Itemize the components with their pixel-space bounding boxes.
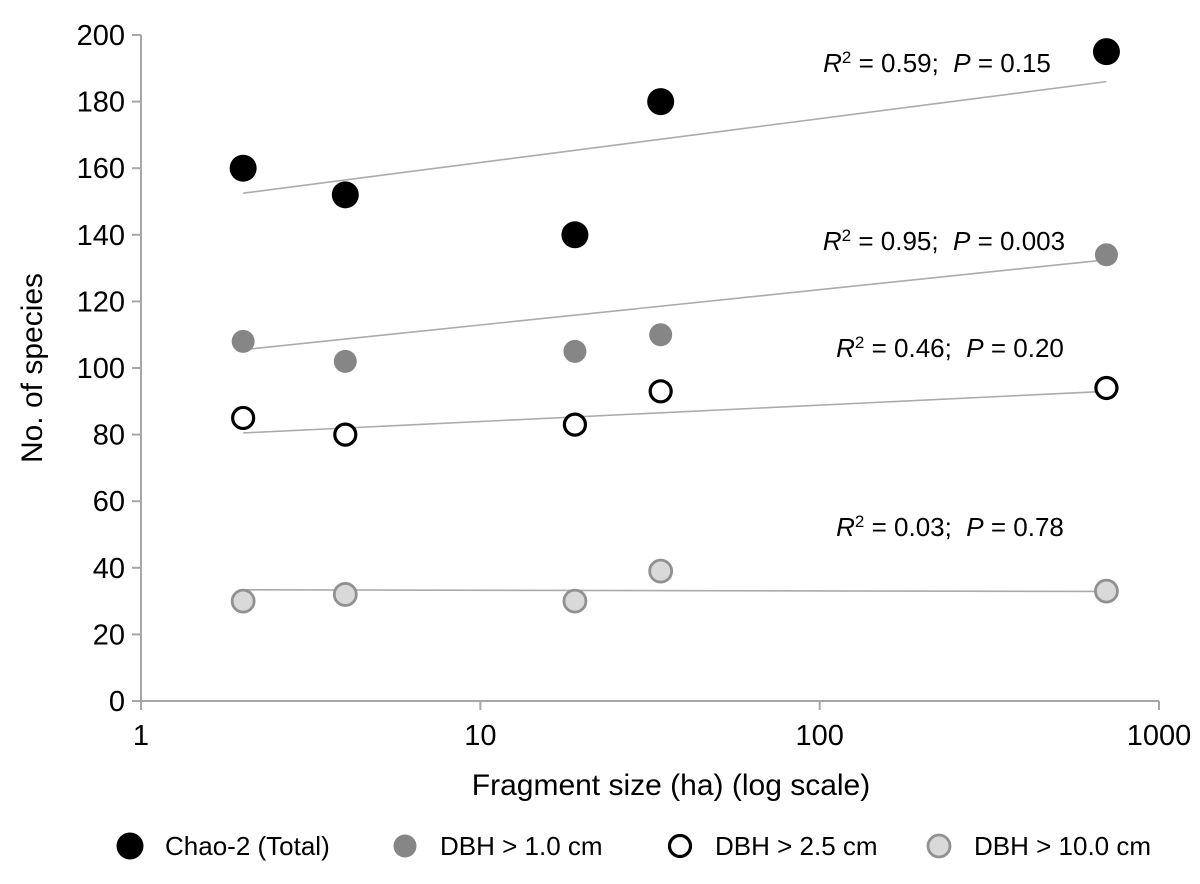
legend-label: DBH > 2.5 cm — [715, 830, 878, 861]
y-tick-label: 120 — [77, 286, 125, 318]
legend-label: DBH > 1.0 cm — [440, 830, 603, 861]
legend-item: Chao-2 (Total) — [112, 820, 330, 872]
x-axis-title: Fragment size (ha) (log scale) — [472, 769, 870, 802]
legend-item: DBH > 10.0 cm — [921, 820, 1151, 872]
y-tick-label: 20 — [93, 619, 125, 651]
data-point — [333, 349, 357, 373]
scatter-plot-canvas: 0 20 40 60 80 100 120 140 160 180 200 1 10 100 1000 R2… — [16, 20, 1192, 802]
data-point — [1094, 578, 1119, 604]
data-point — [649, 323, 673, 347]
y-tick-label: 160 — [77, 153, 125, 185]
legend-marker-icon — [926, 833, 952, 859]
data-point — [561, 221, 589, 249]
legend-marker-icon — [667, 833, 693, 859]
r2-p-annotation: R2 = 0.59; P = 0.15 — [823, 48, 1051, 78]
data-point — [563, 339, 587, 363]
y-tick-label: 0 — [109, 686, 125, 718]
trendlines — [243, 80, 1107, 593]
data-point — [331, 181, 359, 209]
y-tick-label: 60 — [93, 486, 125, 518]
r2-p-annotation: R2 = 0.03; P = 0.78 — [836, 512, 1064, 542]
y-tick-label: 140 — [77, 220, 125, 252]
data-point — [229, 154, 257, 182]
x-tick-label: 1 — [133, 720, 149, 752]
data-point — [1094, 243, 1118, 267]
x-tick-label: 1000 — [1127, 720, 1192, 752]
y-axis-title: No. of species — [16, 273, 49, 463]
legend-label: DBH > 10.0 cm — [974, 830, 1152, 861]
trendline — [243, 390, 1107, 434]
legend-label: Chao-2 (Total) — [165, 830, 330, 861]
data-point — [231, 329, 255, 353]
y-tick-label: 80 — [93, 420, 125, 452]
data-points — [229, 38, 1120, 614]
data-point — [562, 412, 588, 437]
data-point — [1092, 38, 1120, 66]
legend: Chao-2 (Total) DBH > 1.0 cm DBH > 2.5 cm DB… — [0, 820, 1200, 880]
legend-marker-icon — [393, 834, 417, 858]
y-tick-label: 40 — [93, 553, 125, 585]
y-tick-label: 100 — [77, 353, 125, 385]
legend-item: DBH > 2.5 cm — [662, 820, 878, 872]
trendline — [243, 80, 1107, 194]
data-point — [648, 379, 673, 404]
trendline — [243, 258, 1107, 351]
y-tick-label: 180 — [77, 87, 125, 119]
y-tick-label: 200 — [77, 20, 125, 52]
r2-p-annotation: R2 = 0.46; P = 0.20 — [836, 333, 1064, 363]
legend-marker-icon — [116, 832, 144, 860]
data-point — [332, 582, 358, 607]
data-point — [333, 422, 358, 447]
data-point — [230, 588, 256, 614]
x-tick-label: 10 — [464, 720, 496, 752]
data-point — [231, 405, 256, 431]
stats-annotations: R2 = 0.59; P = 0.15 R2 = 0.95; P = 0.003 R… — [823, 48, 1065, 542]
data-point — [1094, 375, 1119, 401]
trendline — [243, 588, 1107, 593]
data-point — [562, 588, 588, 614]
axes: 0 20 40 60 80 100 120 140 160 180 200 1 10 100 1000 — [77, 20, 1192, 752]
legend-item: DBH > 1.0 cm — [387, 820, 603, 872]
data-point — [648, 558, 674, 584]
x-tick-label: 100 — [795, 720, 843, 752]
r2-p-annotation: R2 = 0.95; P = 0.003 — [823, 226, 1065, 256]
data-point — [647, 88, 675, 116]
